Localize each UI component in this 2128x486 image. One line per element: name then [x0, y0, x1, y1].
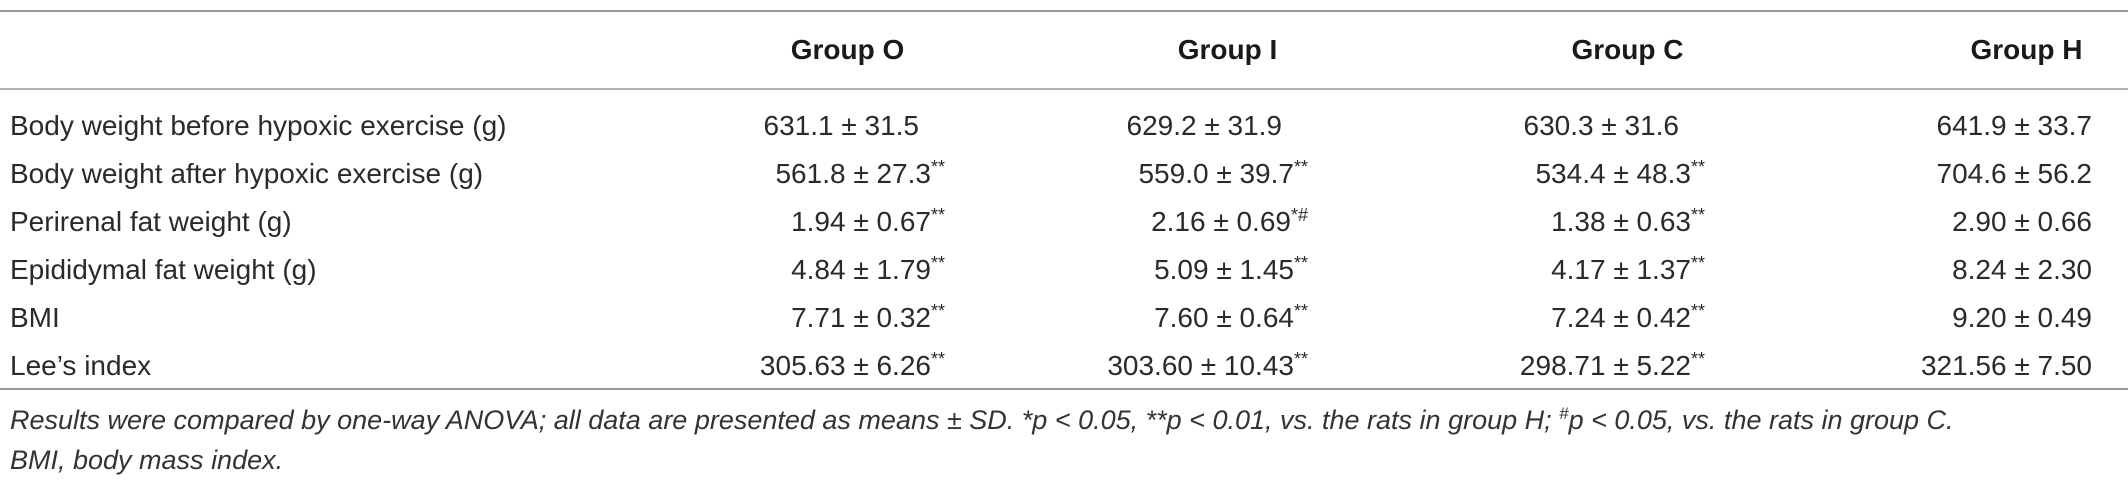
cell-value: 1.38 ± 0.63	[1551, 206, 1691, 237]
significance-mark: **	[930, 205, 945, 225]
table-cell: 2.90 ± 0.66	[1815, 198, 2128, 246]
table-cell: 630.3 ± 31.6	[1420, 88, 1815, 150]
bottom-rule	[0, 388, 2128, 390]
cell-value: 7.71 ± 0.32	[791, 302, 931, 333]
cell-value: 7.60 ± 0.64	[1154, 302, 1294, 333]
cell-value: 7.24 ± 0.42	[1551, 302, 1691, 333]
cell-value: 9.20 ± 0.49	[1952, 302, 2092, 333]
cell-value: 321.56 ± 7.50	[1920, 350, 2092, 381]
table-cell: 1.38 ± 0.63**	[1420, 198, 1815, 246]
table-cell: 321.56 ± 7.50	[1815, 342, 2128, 390]
table-cell: 9.20 ± 0.49	[1815, 294, 2128, 342]
table-cell: 7.60 ± 0.64**	[1005, 294, 1420, 342]
table-cell: 7.24 ± 0.42**	[1420, 294, 1815, 342]
cell-value: 303.60 ± 10.43	[1107, 350, 1294, 381]
cell-value: 1.94 ± 0.67	[791, 206, 931, 237]
cell-value: 8.24 ± 2.30	[1952, 254, 2092, 285]
table-cell: 5.09 ± 1.45**	[1005, 246, 1420, 294]
header-label-column	[0, 12, 630, 88]
significance-mark: **	[930, 157, 945, 177]
table-footnote: Results were compared by one-way ANOVA; …	[10, 400, 2118, 480]
table-cell: 704.6 ± 56.2	[1815, 150, 2128, 198]
significance-mark: **	[930, 253, 945, 273]
table-cell: 298.71 ± 5.22**	[1420, 342, 1815, 390]
table-cell: 305.63 ± 6.26**	[630, 342, 1005, 390]
table-cell: 7.71 ± 0.32**	[630, 294, 1005, 342]
row-label: Body weight before hypoxic exercise (g)	[10, 110, 507, 141]
header-group-h: Group H	[1970, 34, 2083, 65]
significance-mark: **	[1293, 301, 1308, 321]
cell-value: 704.6 ± 56.2	[1936, 158, 2093, 189]
table-cell: 534.4 ± 48.3**	[1420, 150, 1815, 198]
table-cell: 641.9 ± 33.7	[1815, 88, 2128, 150]
cell-value: 2.16 ± 0.69	[1151, 206, 1291, 237]
table-cell: 303.60 ± 10.43**	[1005, 342, 1420, 390]
cell-value: 5.09 ± 1.45	[1154, 254, 1294, 285]
header-row: Group O Group I Group C Group H	[0, 12, 2128, 88]
cell-value: 559.0 ± 39.7	[1138, 158, 1294, 189]
cell-value: 4.84 ± 1.79	[791, 254, 931, 285]
significance-mark: **	[930, 301, 945, 321]
table-cell: 559.0 ± 39.7**	[1005, 150, 1420, 198]
significance-mark: **	[1690, 349, 1705, 369]
row-label: Lee’s index	[10, 350, 152, 381]
table-row: Lee’s index 305.63 ± 6.26** 303.60 ± 10.43…	[0, 342, 2128, 390]
significance-mark: **	[1690, 253, 1705, 273]
header-group-i: Group I	[1177, 34, 1278, 65]
cell-value: 305.63 ± 6.26	[759, 350, 931, 381]
row-label: Perirenal fat weight (g)	[10, 206, 292, 237]
significance-mark: **	[1293, 349, 1308, 369]
cell-value: 298.71 ± 5.22	[1519, 350, 1691, 381]
row-label: Epididymal fat weight (g)	[10, 254, 317, 285]
table-cell: 631.1 ± 31.5	[630, 88, 1005, 150]
footnote-line-1: Results were compared by one-way ANOVA; …	[10, 404, 1954, 435]
cell-value: 629.2 ± 31.9	[1126, 110, 1283, 141]
table-cell: 4.84 ± 1.79**	[630, 246, 1005, 294]
significance-mark: **	[1690, 205, 1705, 225]
footnote-line-2: BMI, body mass index.	[10, 445, 284, 475]
significance-mark: *#	[1290, 205, 1308, 225]
top-rule	[0, 10, 2128, 12]
cell-value: 4.17 ± 1.37	[1551, 254, 1691, 285]
table-cell: 8.24 ± 2.30	[1815, 246, 2128, 294]
table-row: BMI 7.71 ± 0.32** 7.60 ± 0.64** 7.24 ± 0.42…	[0, 294, 2128, 342]
table-cell: 561.8 ± 27.3**	[630, 150, 1005, 198]
cell-value: 641.9 ± 33.7	[1936, 110, 2093, 141]
cell-value: 2.90 ± 0.66	[1952, 206, 2092, 237]
cell-value: 631.1 ± 31.5	[763, 110, 920, 141]
row-label: Body weight after hypoxic exercise (g)	[10, 158, 484, 189]
table-row: Body weight before hypoxic exercise (g) 6…	[0, 88, 2128, 150]
table-row: Epididymal fat weight (g) 4.84 ± 1.79** 5.…	[0, 246, 2128, 294]
header-rule	[0, 88, 2128, 90]
cell-value: 534.4 ± 48.3	[1535, 158, 1691, 189]
table-cell: 4.17 ± 1.37**	[1420, 246, 1815, 294]
table-cell: 629.2 ± 31.9	[1005, 88, 1420, 150]
cell-value: 630.3 ± 31.6	[1523, 110, 1680, 141]
significance-mark: **	[1690, 301, 1705, 321]
significance-mark: **	[1690, 157, 1705, 177]
header-group-c: Group C	[1571, 34, 1684, 65]
header-group-o: Group O	[790, 34, 905, 65]
row-label: BMI	[10, 302, 60, 333]
significance-mark: **	[930, 349, 945, 369]
cell-value: 561.8 ± 27.3	[775, 158, 931, 189]
table-row: Body weight after hypoxic exercise (g) 56…	[0, 150, 2128, 198]
footnote-hash-mark: #	[1559, 404, 1569, 423]
significance-mark: **	[1293, 253, 1308, 273]
table-row: Perirenal fat weight (g) 1.94 ± 0.67** 2.1…	[0, 198, 2128, 246]
significance-mark: **	[1293, 157, 1308, 177]
table-cell: 2.16 ± 0.69*#	[1005, 198, 1420, 246]
table-cell: 1.94 ± 0.67**	[630, 198, 1005, 246]
data-table: Group O Group I Group C Group H Body wei…	[0, 12, 2128, 390]
table-body: Body weight before hypoxic exercise (g) 6…	[0, 88, 2128, 390]
